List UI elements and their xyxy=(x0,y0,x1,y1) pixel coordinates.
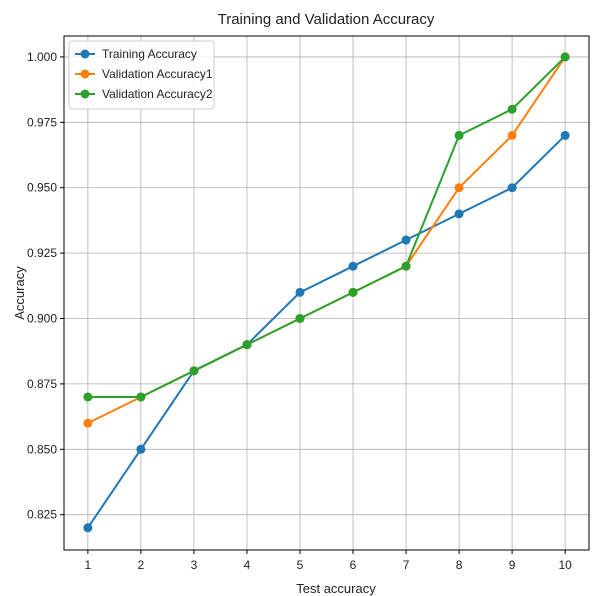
series-line xyxy=(87,56,566,398)
data-point xyxy=(83,523,93,533)
x-tick-label: 4 xyxy=(244,558,251,572)
y-tick-label: 0.925 xyxy=(27,246,57,260)
y-tick-label: 0.950 xyxy=(27,181,57,195)
grid xyxy=(64,36,589,550)
y-tick-label: 0.825 xyxy=(27,508,57,522)
data-point xyxy=(560,52,570,62)
series-layer xyxy=(83,52,570,533)
x-tick-label: 6 xyxy=(350,558,357,572)
legend-item: Training Accuracy xyxy=(75,47,197,61)
data-point xyxy=(507,104,517,114)
data-point xyxy=(242,340,252,350)
data-point xyxy=(348,287,358,297)
data-point xyxy=(83,418,93,428)
data-point xyxy=(507,183,517,193)
data-point xyxy=(507,130,517,140)
legend-label: Validation Accuracy2 xyxy=(102,87,213,101)
x-tick-label: 10 xyxy=(558,558,572,572)
data-point xyxy=(295,314,305,324)
legend-swatch-marker xyxy=(80,69,90,79)
plot-frame xyxy=(63,35,590,551)
y-tick-label: 1.000 xyxy=(27,50,57,64)
data-point xyxy=(401,261,411,271)
data-point xyxy=(401,235,411,245)
data-point xyxy=(454,209,464,219)
legend-item: Validation Accuracy2 xyxy=(75,87,213,101)
x-tick-label: 1 xyxy=(85,558,92,572)
data-point xyxy=(348,261,358,271)
y-tick-label: 0.875 xyxy=(27,377,57,391)
y-tick-label: 0.900 xyxy=(27,312,57,326)
legend: Training Accuracy Validation Accuracy1 Val… xyxy=(68,40,215,110)
x-tick-label: 7 xyxy=(403,558,410,572)
x-tick-label: 8 xyxy=(456,558,463,572)
series-line xyxy=(87,56,566,425)
legend-swatch-marker xyxy=(80,49,90,59)
legend-box xyxy=(68,40,215,110)
axis-ticks: 1 2 3 4 5 6 7 8 9 10 0.825 0.850 0.875 0.900 0.925 0.95… xyxy=(27,50,572,572)
y-axis-label: Accuracy xyxy=(12,266,27,320)
x-axis-label: Test accuracy xyxy=(296,581,376,596)
legend-swatch-marker xyxy=(80,89,90,99)
data-point xyxy=(189,366,199,376)
y-tick-label: 0.850 xyxy=(27,442,57,456)
data-point xyxy=(136,392,146,402)
x-tick-label: 5 xyxy=(297,558,304,572)
series-3 xyxy=(83,52,570,402)
data-point xyxy=(560,130,570,140)
data-point xyxy=(83,392,93,402)
data-point xyxy=(454,183,464,193)
y-tick-label: 0.975 xyxy=(27,115,57,129)
legend-item: Validation Accuracy1 xyxy=(75,67,213,81)
legend-label: Validation Accuracy1 xyxy=(102,67,213,81)
x-tick-label: 2 xyxy=(138,558,145,572)
x-tick-label: 3 xyxy=(191,558,198,572)
data-point xyxy=(295,287,305,297)
legend-label: Training Accuracy xyxy=(102,47,197,61)
series-1 xyxy=(83,130,570,533)
chart-title: Training and Validation Accuracy xyxy=(218,11,435,28)
data-point xyxy=(136,444,146,454)
data-point xyxy=(454,130,464,140)
x-tick-label: 9 xyxy=(509,558,516,572)
series-line xyxy=(87,134,566,529)
